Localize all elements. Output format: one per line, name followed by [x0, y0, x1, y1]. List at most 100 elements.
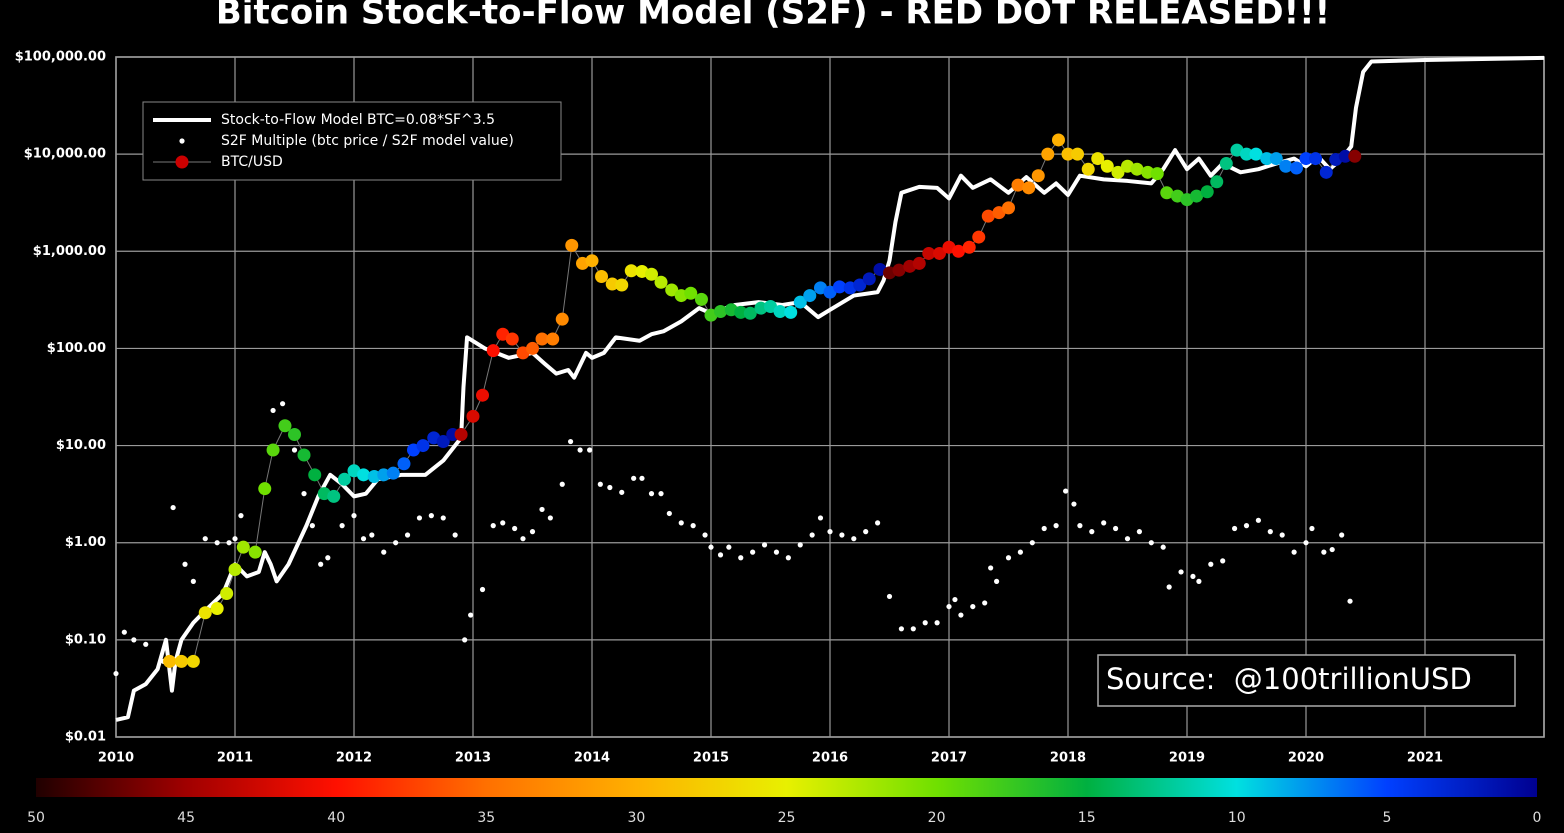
price-dot: [1279, 159, 1293, 173]
price-dot: [624, 264, 638, 278]
multiple-dot: [851, 536, 857, 542]
multiple-dot: [1208, 561, 1214, 567]
source-box: [1097, 654, 1516, 707]
price-dot: [337, 472, 351, 486]
multiple-dot: [619, 489, 625, 495]
multiple-dot: [1329, 546, 1335, 553]
colorbar-tick-label: 5: [1382, 810, 1391, 826]
price-dot: [486, 344, 500, 358]
multiple-dot: [131, 637, 137, 643]
legend-label: S2F Multiple (btc price / S2F model valu…: [221, 133, 514, 149]
price-dot: [258, 482, 272, 496]
multiple-dot: [1303, 540, 1309, 546]
price-dot: [1200, 185, 1214, 199]
price-dot: [1141, 165, 1155, 179]
x-tick-label: 2020: [1288, 751, 1324, 766]
multiple-dot: [369, 532, 375, 538]
multiple-dot: [631, 475, 637, 481]
multiple-dot: [639, 475, 645, 481]
price-dot: [397, 457, 411, 471]
multiple-dot: [202, 536, 208, 542]
x-tick-label: 2010: [98, 751, 134, 766]
multiple-dot: [761, 542, 768, 548]
price-dot: [605, 277, 619, 291]
multiple-dot: [1309, 525, 1315, 532]
multiple-dot: [1166, 584, 1172, 590]
colorbar: [36, 778, 1537, 797]
multiple-dot: [1089, 529, 1095, 535]
colorbar-tick-label: 15: [1078, 810, 1096, 826]
colorbar-tick-label: 0: [1533, 810, 1542, 826]
price-dot: [416, 439, 430, 453]
price-dot: [922, 246, 936, 260]
multiple-dot: [182, 561, 188, 567]
multiple-dot: [1124, 536, 1131, 542]
price-dot: [1130, 162, 1144, 176]
price-dot: [1348, 149, 1362, 163]
multiple-dot: [1279, 532, 1285, 538]
colorbar-tick-label: 35: [477, 810, 495, 826]
multiple-dot: [1196, 578, 1202, 584]
multiple-dot: [910, 626, 916, 632]
multiple-dot: [1220, 558, 1226, 564]
multiple-dot: [1029, 540, 1035, 546]
price-dot: [1071, 147, 1085, 161]
price-dot: [1081, 162, 1095, 176]
multiple-dot: [500, 520, 506, 526]
price-dot: [1269, 152, 1283, 166]
price-dot: [1219, 157, 1233, 171]
price-dot: [1100, 159, 1114, 173]
multiple-dot: [922, 620, 928, 626]
multiple-dot: [982, 600, 988, 606]
price-dot: [1041, 147, 1055, 161]
multiple-dot: [785, 555, 791, 561]
y-tick-label: $10,000.00: [24, 147, 106, 162]
price-dot: [288, 428, 301, 442]
multiple-dot: [539, 506, 545, 513]
multiple-dot: [702, 532, 708, 538]
multiple-dot: [325, 555, 331, 561]
price-dot: [1319, 165, 1333, 179]
multiple-dot: [952, 596, 958, 603]
multiple-dot: [1148, 540, 1154, 546]
colorbar-tick-label: 25: [778, 810, 796, 826]
price-dot: [1061, 147, 1075, 161]
multiple-dot: [393, 540, 399, 546]
multiple-dot: [214, 540, 220, 546]
price-dot: [1002, 201, 1015, 215]
multiple-dot: [1339, 532, 1345, 538]
multiple-dot: [597, 481, 603, 487]
multiple-dot: [797, 542, 803, 548]
colorbar-tick-label: 45: [177, 810, 195, 826]
price-dot: [793, 295, 807, 309]
price-dot: [595, 270, 609, 284]
price-dot: [526, 341, 539, 355]
price-dot: [585, 254, 599, 268]
y-tick-label: $0.10: [65, 632, 106, 647]
multiple-dot: [339, 523, 345, 529]
multiple-dot: [351, 513, 357, 519]
price-dot: [654, 275, 668, 289]
price-dot: [694, 292, 708, 306]
x-tick-label: 2019: [1169, 751, 1205, 766]
price-dot: [932, 246, 946, 260]
x-tick-label: 2011: [217, 751, 253, 766]
price-dot: [228, 562, 242, 576]
price-dot: [1190, 189, 1204, 203]
price-dot: [308, 468, 322, 482]
price-dot: [892, 263, 906, 277]
multiple-dot: [318, 561, 324, 567]
price-dot: [1240, 147, 1253, 161]
multiple-dot: [170, 504, 176, 511]
multiple-dot: [607, 484, 613, 491]
multiple-dot: [666, 510, 672, 517]
y-tick-label: $1.00: [65, 535, 106, 550]
price-dot: [555, 312, 569, 326]
colorbar-tick-label: 20: [928, 810, 946, 826]
legend-box: [142, 101, 562, 181]
multiple-dot: [1136, 529, 1142, 535]
price-dot: [972, 230, 986, 244]
price-dot: [535, 332, 549, 346]
multiple-dot: [1321, 549, 1327, 555]
